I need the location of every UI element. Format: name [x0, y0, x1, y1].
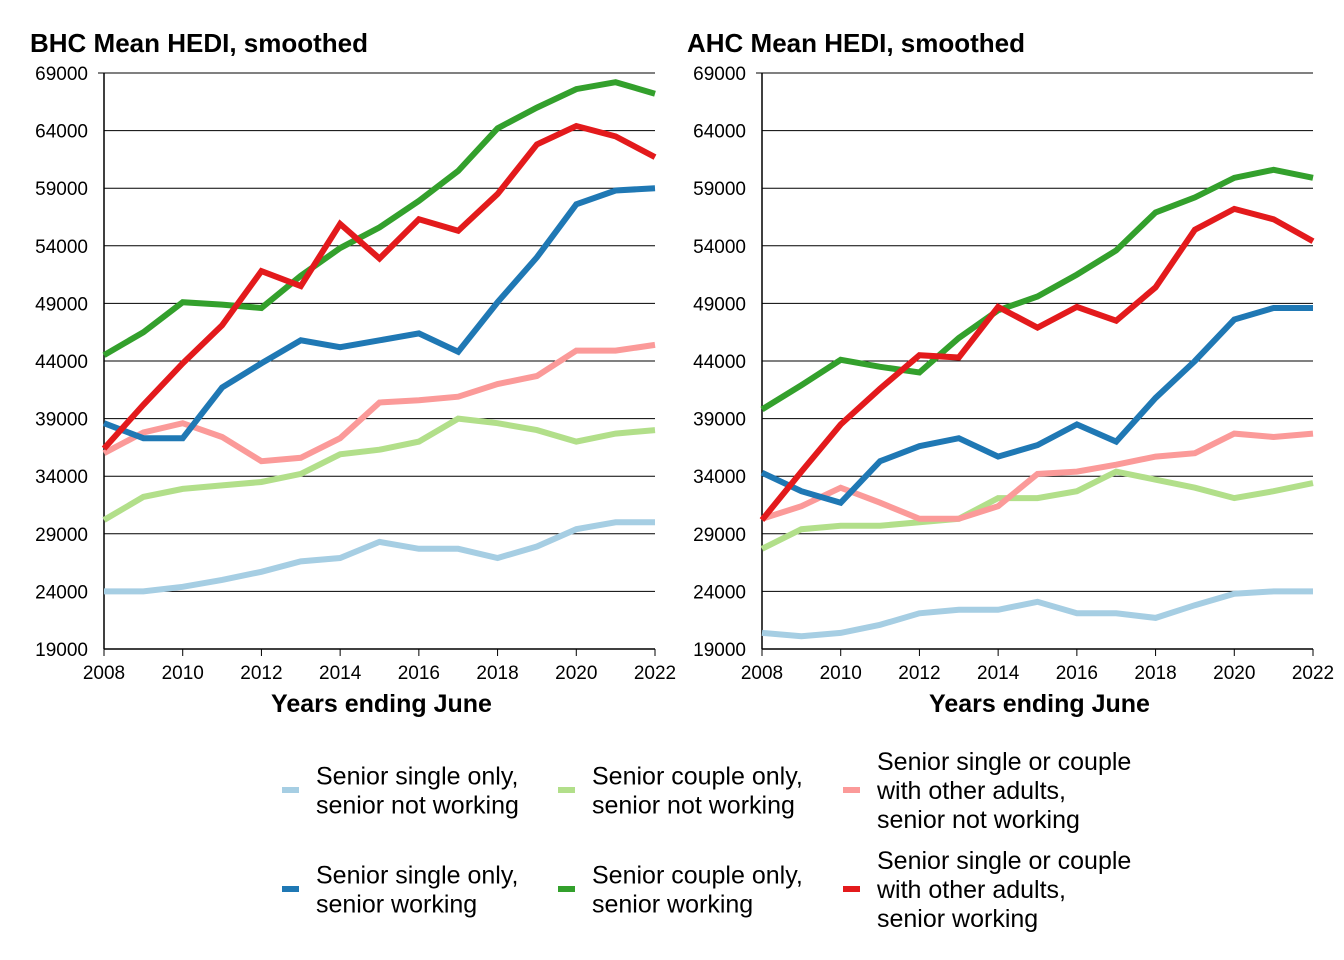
bhc-y-tick-label: 24000 — [35, 582, 88, 603]
bhc-x-tick-label: 2018 — [476, 663, 518, 684]
bhc-y-tick-label: 64000 — [35, 122, 88, 143]
legend-label-line: senior not working — [877, 806, 1080, 834]
legend-label-line: senior not working — [592, 792, 795, 820]
bhc-series-line-4 — [102, 185, 656, 442]
legend-label-2: Senior couple only, senior not working — [592, 763, 803, 820]
ahc-series-line-4 — [760, 305, 1313, 507]
ahc-y-tick-label: 44000 — [693, 352, 746, 373]
ahc-y-tick-label: 34000 — [693, 467, 746, 488]
bhc-y-tick-label: 49000 — [35, 294, 88, 315]
bhc-x-tick-label: 2022 — [634, 663, 676, 684]
bhc-series-line-3 — [102, 341, 656, 465]
bhc-y-tick-label: 34000 — [35, 467, 88, 488]
ahc-y-tick-label: 29000 — [693, 525, 746, 546]
legend-label-line: Senior single only, — [316, 763, 518, 791]
ahc-series-line-1 — [761, 588, 1313, 640]
bhc-y-tick-label: 59000 — [35, 179, 88, 200]
ahc-y-tick-label: 59000 — [693, 179, 746, 200]
legend-label-line: senior working — [316, 891, 477, 919]
legend-label-line: Senior single only, — [316, 862, 518, 890]
bhc-series-line-6 — [101, 122, 657, 451]
ahc-y-tick-label: 24000 — [693, 582, 746, 603]
legend-label-4: Senior single only, senior working — [316, 862, 518, 919]
legend-label-line: Senior single or couple — [877, 748, 1131, 776]
legend-label-line: senior working — [592, 891, 753, 919]
ahc-series-line-2 — [760, 468, 1314, 552]
ahc-x-tick-label: 2018 — [1134, 663, 1176, 684]
ahc-y-tick-label: 64000 — [693, 122, 746, 143]
ahc-x-tick-label: 2012 — [898, 663, 940, 684]
bhc-y-tick-label: 69000 — [35, 64, 88, 85]
ahc-panel: AHC Mean HEDI, smoothed 19000 24000 29000 34… — [687, 28, 1334, 718]
ahc-series-line-6 — [759, 205, 1315, 522]
bhc-series-line-2 — [102, 415, 656, 523]
legend-label-5: Senior couple only, senior working — [592, 862, 803, 919]
legend-label-line: with other adults, — [876, 777, 1066, 805]
ahc-y-tick-label: 54000 — [693, 237, 746, 258]
bhc-series-line-5 — [102, 79, 656, 358]
ahc-x-tick-label: 2008 — [741, 663, 783, 684]
bhc-series-line-1 — [104, 519, 655, 595]
bhc-chart-title: BHC Mean HEDI, smoothed — [30, 28, 368, 58]
bhc-x-tick-label: 2010 — [162, 663, 204, 684]
bhc-x-tick-label: 2012 — [240, 663, 282, 684]
ahc-x-tick-label: 2020 — [1213, 663, 1255, 684]
bhc-x-axis-label: Years ending June — [271, 690, 492, 718]
legend-label-line: Senior single or couple — [877, 847, 1131, 875]
legend-label-line: senior not working — [316, 792, 519, 820]
bhc-y-tick-label: 44000 — [35, 352, 88, 373]
legend-label-1: Senior single only, senior not working — [316, 763, 519, 820]
ahc-y-tick-label: 39000 — [693, 410, 746, 431]
ahc-series-line-5 — [760, 166, 1314, 412]
bhc-y-tick-label: 39000 — [35, 410, 88, 431]
legend-label-line: Senior couple only, — [592, 862, 803, 890]
legend-label-3: Senior single or couple with other adults… — [876, 748, 1131, 834]
bhc-y-tick-label: 19000 — [35, 640, 88, 661]
ahc-y-tick-label: 69000 — [693, 64, 746, 85]
ahc-x-tick-label: 2022 — [1292, 663, 1334, 684]
bhc-x-tick-label: 2016 — [398, 663, 440, 684]
ahc-x-tick-label: 2016 — [1056, 663, 1098, 684]
ahc-x-axis-label: Years ending June — [929, 690, 1150, 718]
legend-label-line: senior working — [877, 905, 1038, 933]
ahc-y-tick-label: 49000 — [693, 294, 746, 315]
legend-label-line: Senior couple only, — [592, 763, 803, 791]
legend-label-6: Senior single or couple with other adults… — [876, 847, 1131, 933]
bhc-panel: BHC Mean HEDI, smoothed 19000 24000 29000 34… — [30, 28, 676, 718]
ahc-chart-title: AHC Mean HEDI, smoothed — [687, 28, 1025, 58]
bhc-x-tick-label: 2008 — [83, 663, 125, 684]
ahc-y-tick-label: 19000 — [693, 640, 746, 661]
ahc-x-tick-label: 2014 — [977, 663, 1020, 684]
legend: Senior single only, senior not workingSen… — [282, 748, 1131, 933]
bhc-x-tick-label: 2020 — [555, 663, 597, 684]
bhc-y-tick-label: 29000 — [35, 525, 88, 546]
legend-label-line: with other adults, — [876, 876, 1066, 904]
bhc-x-tick-label: 2014 — [319, 663, 362, 684]
bhc-y-tick-label: 54000 — [35, 237, 88, 258]
ahc-x-tick-label: 2010 — [820, 663, 862, 684]
